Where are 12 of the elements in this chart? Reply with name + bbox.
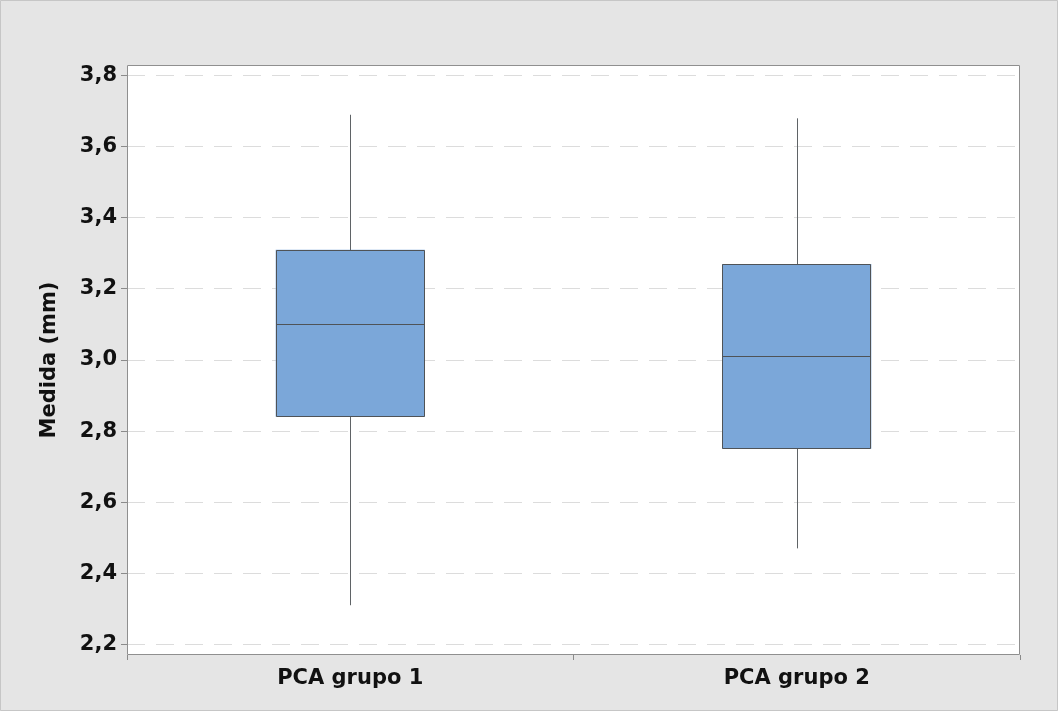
y-tick-label: 3,6 xyxy=(79,133,117,158)
y-tick-label: 3,2 xyxy=(79,275,117,300)
y-axis-title: Medida (mm) xyxy=(36,281,61,439)
y-tick-label: 2,6 xyxy=(79,488,117,513)
x-tick-label: PCA grupo 1 xyxy=(277,665,424,690)
y-tick-label: 3,8 xyxy=(79,62,117,87)
y-tick-label: 3,0 xyxy=(79,346,117,371)
y-tick-label: 2,2 xyxy=(79,630,117,655)
x-tick-label: PCA grupo 2 xyxy=(723,665,870,690)
y-tick-label: 2,8 xyxy=(79,417,117,442)
y-tick-label: 3,4 xyxy=(79,204,117,229)
y-tick-label: 2,4 xyxy=(79,559,117,584)
